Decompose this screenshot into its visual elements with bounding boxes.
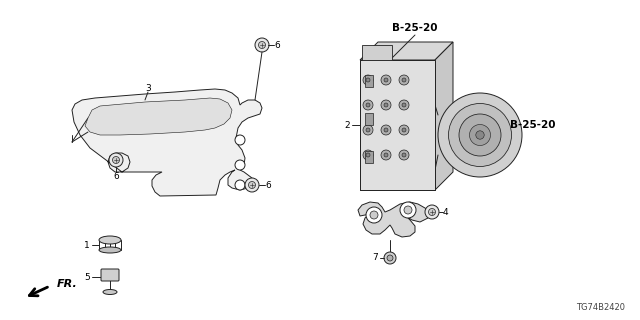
Bar (365, 151, 373, 163)
Text: B-25-20: B-25-20 (392, 23, 438, 33)
Text: B-25-20: B-25-20 (510, 120, 556, 130)
Circle shape (402, 128, 406, 132)
Circle shape (235, 135, 245, 145)
Text: TG74B2420: TG74B2420 (576, 303, 625, 312)
Polygon shape (435, 42, 453, 190)
Circle shape (363, 75, 373, 85)
Circle shape (113, 156, 120, 164)
Circle shape (387, 255, 393, 261)
Circle shape (400, 202, 416, 218)
Circle shape (381, 100, 391, 110)
Circle shape (399, 75, 409, 85)
Circle shape (384, 103, 388, 107)
Polygon shape (360, 42, 453, 60)
Circle shape (476, 131, 484, 139)
Circle shape (245, 178, 259, 192)
Circle shape (438, 93, 522, 177)
Circle shape (429, 209, 435, 215)
Text: 5: 5 (84, 273, 90, 282)
Bar (362, 45, 392, 60)
Circle shape (381, 75, 391, 85)
Polygon shape (85, 98, 232, 135)
Polygon shape (72, 89, 262, 196)
Circle shape (366, 128, 370, 132)
Circle shape (384, 128, 388, 132)
Circle shape (259, 42, 266, 49)
Circle shape (366, 153, 370, 157)
Circle shape (402, 103, 406, 107)
Circle shape (366, 103, 370, 107)
Bar (365, 75, 373, 87)
Circle shape (399, 150, 409, 160)
Text: 2: 2 (344, 121, 350, 130)
Circle shape (363, 125, 373, 135)
Bar (365, 113, 373, 125)
Circle shape (381, 150, 391, 160)
FancyBboxPatch shape (101, 269, 119, 281)
Ellipse shape (103, 290, 117, 294)
Circle shape (366, 78, 370, 82)
Text: 6: 6 (265, 180, 271, 189)
Circle shape (384, 252, 396, 264)
Circle shape (370, 211, 378, 219)
Circle shape (384, 153, 388, 157)
Circle shape (109, 153, 123, 167)
Circle shape (235, 180, 245, 190)
Ellipse shape (99, 236, 121, 244)
Circle shape (459, 114, 501, 156)
Ellipse shape (99, 247, 121, 253)
Circle shape (425, 205, 439, 219)
Text: 1: 1 (84, 241, 90, 250)
Text: 6: 6 (274, 41, 280, 50)
Text: FR.: FR. (57, 279, 77, 289)
Circle shape (235, 160, 245, 170)
Circle shape (248, 181, 255, 188)
Circle shape (402, 78, 406, 82)
Circle shape (384, 78, 388, 82)
Circle shape (404, 206, 412, 214)
Polygon shape (360, 60, 435, 190)
Text: 6: 6 (113, 172, 119, 181)
Polygon shape (358, 202, 430, 237)
Circle shape (402, 153, 406, 157)
Text: 4: 4 (443, 207, 449, 217)
Text: 3: 3 (145, 84, 151, 92)
Circle shape (363, 150, 373, 160)
Circle shape (366, 207, 382, 223)
Circle shape (470, 124, 490, 146)
Text: 7: 7 (372, 253, 378, 262)
Circle shape (363, 100, 373, 110)
Circle shape (255, 38, 269, 52)
Circle shape (399, 125, 409, 135)
Circle shape (399, 100, 409, 110)
Circle shape (449, 103, 511, 166)
Circle shape (381, 125, 391, 135)
